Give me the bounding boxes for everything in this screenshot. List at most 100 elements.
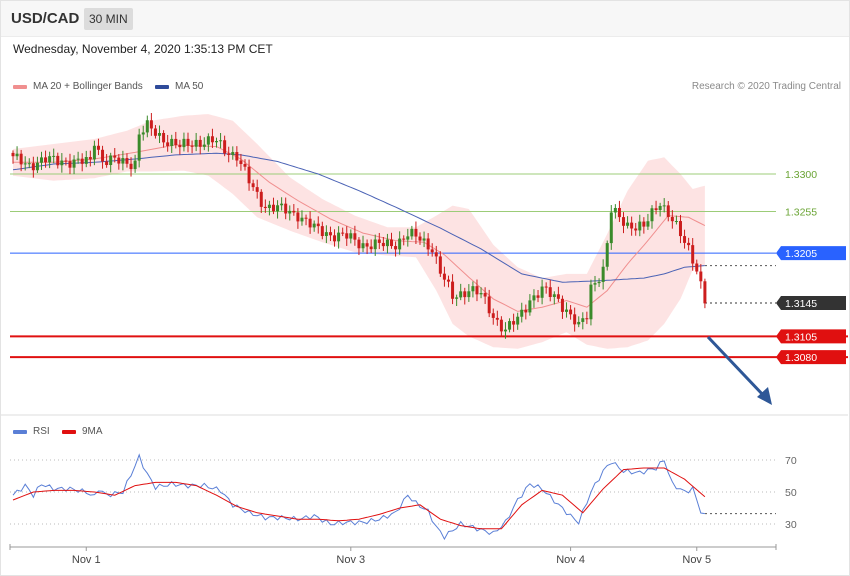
candle-body bbox=[556, 294, 560, 299]
candle-body bbox=[23, 163, 27, 165]
candle-body bbox=[597, 281, 601, 284]
level-tag-1.3080 bbox=[776, 350, 846, 365]
level-label-1.3105: 1.3105 bbox=[785, 331, 817, 343]
level-tag-1.3105 bbox=[776, 329, 846, 344]
candle-body bbox=[92, 145, 96, 160]
candle-body bbox=[609, 212, 613, 244]
candle-body bbox=[215, 141, 218, 143]
candle-body bbox=[459, 291, 463, 298]
candle-body bbox=[446, 279, 450, 282]
candle-body bbox=[674, 221, 678, 223]
ma20-swatch bbox=[13, 84, 27, 89]
candle-body bbox=[353, 233, 357, 240]
candle-body bbox=[219, 140, 223, 142]
candle-body bbox=[418, 236, 422, 241]
rsi-tick-70: 70 bbox=[785, 455, 797, 467]
candle-body bbox=[202, 144, 206, 147]
forecast-arrow-head bbox=[757, 387, 772, 405]
candle-body bbox=[210, 136, 214, 143]
level-tag-1.3205 bbox=[776, 246, 846, 261]
ma50-swatch bbox=[155, 84, 169, 89]
legend-ma50-label: MA 50 bbox=[175, 81, 204, 92]
candle-body bbox=[56, 155, 60, 166]
candle-body bbox=[11, 152, 15, 157]
candle-body bbox=[149, 120, 153, 129]
candle-body bbox=[638, 221, 642, 231]
x-tick-label: Nov 4 bbox=[556, 554, 585, 566]
candle-body bbox=[532, 295, 536, 301]
x-tick-label: Nov 5 bbox=[682, 554, 711, 566]
candle-body bbox=[512, 321, 516, 325]
candle-body bbox=[552, 294, 556, 297]
candle-body bbox=[337, 232, 341, 242]
candle-body bbox=[430, 249, 434, 253]
candle-body bbox=[699, 271, 703, 282]
candle-body bbox=[121, 158, 125, 164]
candle-body bbox=[471, 286, 475, 292]
candle-body bbox=[288, 210, 292, 214]
legend-9ma: 9MA bbox=[62, 426, 103, 437]
candle-body bbox=[48, 156, 52, 163]
candle-body bbox=[544, 286, 548, 288]
candle-body bbox=[626, 222, 630, 226]
candle-body bbox=[373, 239, 377, 250]
legend-ma20-label: MA 20 + Bollinger Bands bbox=[33, 81, 143, 92]
candle-body bbox=[520, 309, 524, 317]
legend-rsi-label: RSI bbox=[33, 426, 50, 437]
candle-body bbox=[426, 238, 430, 250]
candle-body bbox=[113, 155, 117, 158]
candle-body bbox=[398, 238, 402, 250]
candle-body bbox=[153, 128, 157, 136]
candle-body bbox=[145, 120, 149, 133]
candle-body bbox=[239, 160, 243, 165]
candle-body bbox=[333, 235, 337, 242]
candle-body bbox=[487, 296, 491, 314]
candle-body bbox=[227, 153, 231, 155]
candle-body bbox=[601, 266, 605, 282]
candle-body bbox=[284, 203, 288, 214]
candle-body bbox=[186, 138, 190, 146]
candle-body bbox=[44, 157, 48, 163]
candle-body bbox=[589, 284, 593, 320]
level-label-1.3145: 1.3145 bbox=[785, 298, 817, 310]
legend-9ma-label: 9MA bbox=[82, 426, 103, 437]
candle-body bbox=[422, 238, 426, 241]
candle-body bbox=[304, 217, 308, 219]
candle-body bbox=[324, 232, 328, 237]
timeframe-button[interactable]: 30 MIN bbox=[84, 8, 133, 30]
candle-body bbox=[170, 138, 174, 146]
candle-body bbox=[658, 205, 662, 211]
candle-body bbox=[381, 242, 385, 247]
candle-body bbox=[312, 223, 316, 228]
candle-body bbox=[438, 256, 442, 274]
candle-body bbox=[642, 221, 646, 227]
candle-body bbox=[377, 239, 381, 243]
candle-body bbox=[499, 319, 503, 332]
candle-body bbox=[76, 158, 80, 160]
candle-body bbox=[617, 207, 621, 218]
candle-body bbox=[483, 293, 487, 297]
forecast-arrow-shaft bbox=[706, 335, 766, 398]
candle-body bbox=[508, 321, 512, 330]
candle-body bbox=[35, 162, 39, 171]
candle-body bbox=[605, 243, 609, 267]
candle-body bbox=[223, 140, 227, 154]
candle-body bbox=[243, 164, 247, 167]
candle-body bbox=[271, 204, 275, 212]
candle-body bbox=[300, 217, 304, 222]
candle-body bbox=[129, 163, 133, 170]
candle-body bbox=[263, 206, 267, 209]
candle-body bbox=[687, 242, 691, 246]
level-label-1.3205: 1.3205 bbox=[785, 248, 817, 260]
candle-body bbox=[60, 160, 64, 166]
candle-body bbox=[516, 316, 520, 325]
candle-body bbox=[276, 205, 280, 212]
symbol-title: USD/CAD bbox=[11, 10, 80, 27]
candle-body bbox=[414, 228, 418, 237]
candle-body bbox=[475, 286, 479, 295]
candle-body bbox=[158, 132, 162, 136]
candle-body bbox=[231, 152, 235, 155]
candle-body bbox=[166, 142, 170, 146]
candle-body bbox=[255, 187, 259, 192]
